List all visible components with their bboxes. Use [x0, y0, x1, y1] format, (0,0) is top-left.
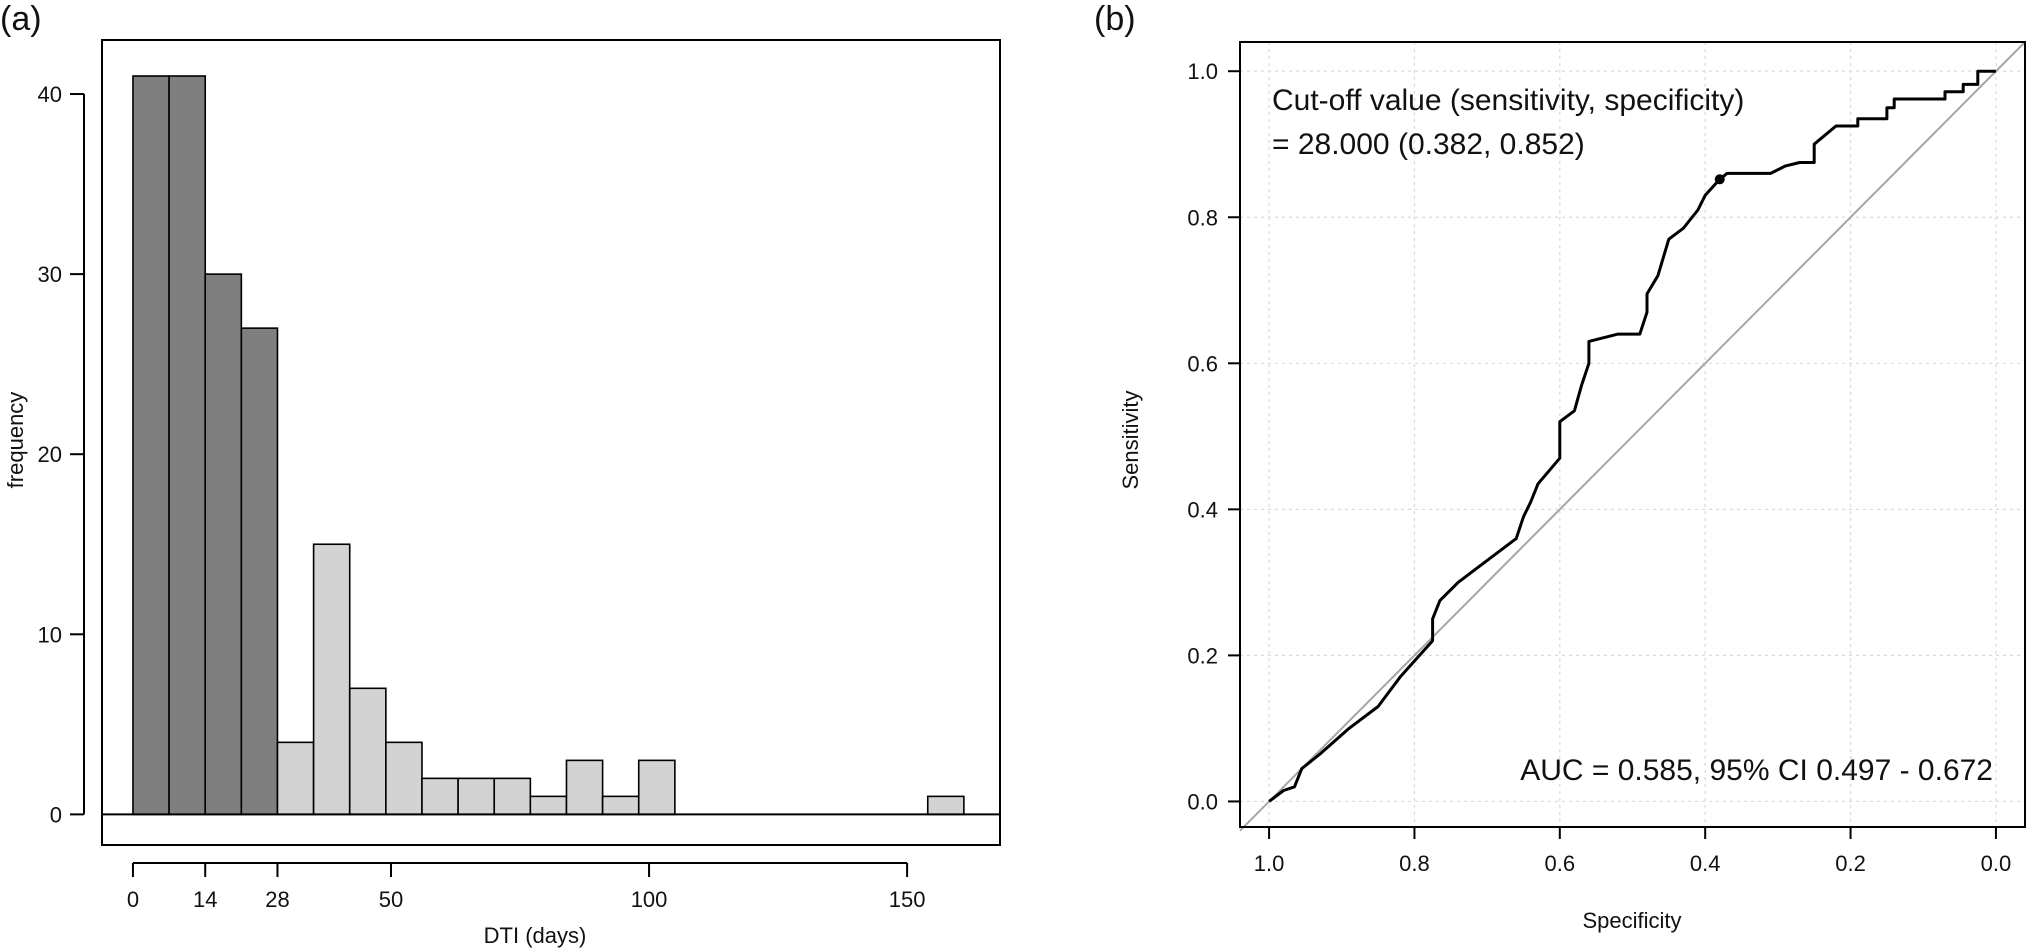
- y-tick-label: 0: [50, 802, 62, 827]
- y-tick-label: 30: [38, 262, 62, 287]
- histogram-bar: [565, 759, 604, 816]
- x-tick-label: 1.0: [1254, 851, 1285, 876]
- y-axis-b: 0.0 0.2 0.4 0.6 0.8 1.0: [1187, 59, 1240, 814]
- y-tick-label: 0.4: [1187, 497, 1218, 522]
- cutoff-annotation-line2: = 28.000 (0.382, 0.852): [1272, 128, 1585, 161]
- x-axis-a: 0 14 28 50 100 150: [127, 862, 926, 912]
- histogram-bar: [204, 273, 243, 816]
- y-tick-label: 1.0: [1187, 59, 1218, 84]
- y-axis-a: 0 10 20 30 40: [38, 82, 85, 827]
- histogram-bar: [312, 543, 351, 816]
- x-tick-label: 50: [379, 887, 403, 912]
- y-tick-label: 20: [38, 442, 62, 467]
- histogram-bar: [529, 795, 568, 816]
- y-tick-label: 0.6: [1187, 351, 1218, 376]
- auc-annotation: AUC = 0.585, 95% CI 0.497 - 0.672: [1520, 754, 1993, 787]
- histogram-bar: [926, 795, 965, 816]
- x-axis-title-a: DTI (days): [484, 923, 587, 948]
- plot-frame-a: [101, 39, 1001, 846]
- panel-label-a: (a): [0, 0, 42, 38]
- histogram-bar: [457, 777, 496, 816]
- x-tick-label: 0.0: [1981, 851, 2012, 876]
- x-tick-label: 100: [631, 887, 668, 912]
- cutoff-point: [1714, 174, 1725, 185]
- roc-curve: [1268, 69, 1996, 803]
- cutoff-annotation-line1: Cut-off value (sensitivity, specificity): [1272, 84, 1744, 117]
- histogram-bar: [601, 795, 640, 816]
- roc-panel: (b) 1.0 0.8 0.6 0.4 0.2 0.0 0.00.20.40.60.81.…: [1094, 0, 2026, 933]
- histogram-bar: [421, 777, 459, 816]
- y-axis-title-b: Sensitivity: [1118, 390, 1143, 489]
- x-tick-label: 0.8: [1399, 851, 1430, 876]
- panel-label-b: (b): [1094, 0, 1136, 38]
- histogram-bar: [637, 759, 676, 816]
- x-tick-label: 28: [265, 887, 289, 912]
- y-tick-label: 0.2: [1187, 643, 1218, 668]
- x-tick-label: 0.6: [1545, 851, 1576, 876]
- histogram-panel: (a) 0 14 28 50 100 150 0 10 20 30 40 DTI (days) f…: [0, 0, 1001, 948]
- x-tick-label: 150: [889, 887, 926, 912]
- x-tick-label: 14: [193, 887, 217, 912]
- histogram-bar: [168, 75, 207, 816]
- histogram-bar: [348, 687, 387, 816]
- x-axis-b: 1.0 0.8 0.6 0.4 0.2 0.0: [1254, 827, 2011, 876]
- plot-frame-b: [1239, 41, 2026, 828]
- histogram-bar: [385, 741, 423, 816]
- reference-diagonal: [1239, 41, 2026, 832]
- histogram-bars: [132, 75, 965, 816]
- x-tick-label: 0: [127, 887, 139, 912]
- x-tick-label: 0.2: [1835, 851, 1866, 876]
- y-axis-title-a: frequency: [3, 392, 28, 489]
- histogram-bar: [493, 777, 532, 816]
- x-axis-title-b: Specificity: [1582, 908, 1681, 933]
- x-tick-label: 0.4: [1690, 851, 1721, 876]
- y-tick-label: 0.0: [1187, 789, 1218, 814]
- y-tick-label: 0.8: [1187, 205, 1218, 230]
- histogram-bar: [240, 327, 279, 816]
- y-tick-label: 10: [38, 622, 62, 647]
- histogram-bar: [132, 75, 170, 816]
- y-tick-label: 40: [38, 82, 62, 107]
- histogram-bar: [276, 741, 315, 816]
